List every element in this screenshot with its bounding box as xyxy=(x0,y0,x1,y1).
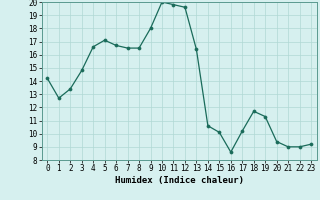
X-axis label: Humidex (Indice chaleur): Humidex (Indice chaleur) xyxy=(115,176,244,185)
